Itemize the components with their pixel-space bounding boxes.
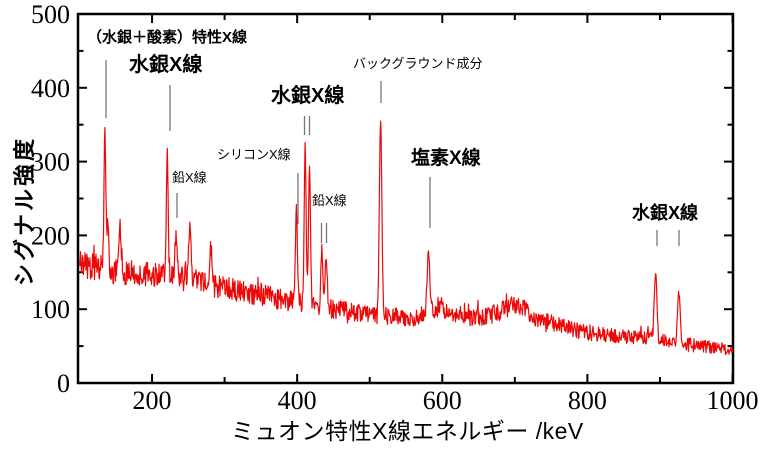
y-tick-label: 400 [31,74,70,103]
annotation-mercury-oxygen-xray: （水銀＋酸素）特性X線 [87,29,248,46]
x-axis-title: ミュオン特性X線エネルギー /keV [231,418,584,444]
annotation-chlorine-xray: 塩素X線 [411,148,481,169]
annotation-lead-xray-2: 鉛X線 [312,193,347,208]
spectrum-trace [78,120,734,356]
annotation-mercury-xray-1: 水銀X線 [129,54,203,76]
y-tick-label: 200 [31,221,70,250]
annotation-lead-xray-1: 鉛X線 [172,170,207,185]
y-tick-label: 500 [31,0,70,29]
annotation-background-component: バックグラウンド成分 [353,56,483,71]
x-tick-label: 400 [278,386,317,415]
annotation-mercury-xray-3: 水銀X線 [632,203,699,223]
x-tick-label: 200 [133,386,172,415]
y-tick-label: 300 [31,148,70,177]
y-tick-label: 100 [31,295,70,324]
x-tick-label: 800 [568,386,607,415]
y-tick-label: 0 [57,369,70,398]
annotation-silicon-xray: シリコンX線 [217,147,291,162]
y-axis-title: シグナル強度 [12,135,37,286]
x-tick-label: 600 [423,386,462,415]
annotation-mercury-xray-2: 水銀X線 [271,85,345,107]
x-tick-label: 1000 [707,386,759,415]
